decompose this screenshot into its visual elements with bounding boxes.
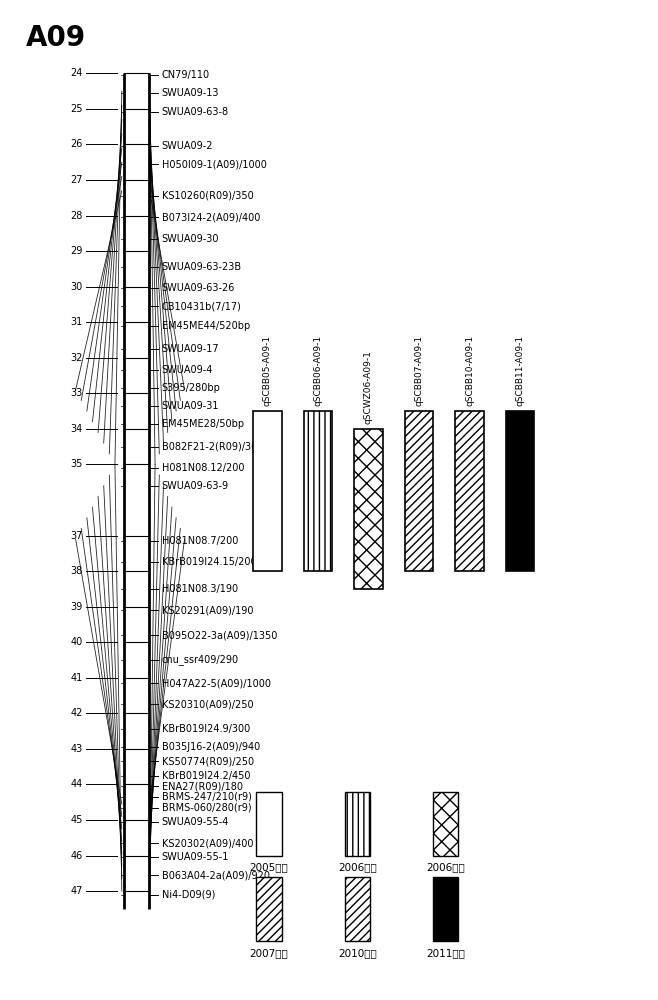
Text: H081N08.7/200: H081N08.7/200 [162,536,238,546]
Text: 45: 45 [70,815,83,825]
Text: SWUA09-63-9: SWUA09-63-9 [162,481,229,491]
Bar [354,429,383,589]
Text: 26: 26 [70,139,83,149]
Text: KS50774(R09)/250: KS50774(R09)/250 [162,756,254,766]
Text: SWUA09-63-8: SWUA09-63-8 [162,107,229,117]
Text: 33: 33 [70,388,83,398]
Text: H081N08.3/190: H081N08.3/190 [162,584,238,594]
Text: 32: 32 [70,353,83,363]
Bar [345,877,370,941]
Text: 2007北稍: 2007北稍 [249,948,288,958]
Text: 41: 41 [70,673,83,683]
Text: 24: 24 [70,68,83,78]
Text: cnu_ssr409/290: cnu_ssr409/290 [162,655,239,665]
Text: EM45ME44/520bp: EM45ME44/520bp [162,321,250,331]
Text: H047A22-5(A09)/1000: H047A22-5(A09)/1000 [162,678,270,688]
Text: KS10260(R09)/350: KS10260(R09)/350 [162,191,253,201]
Text: qSCBB07-A09-1: qSCBB07-A09-1 [415,335,424,406]
Text: 42: 42 [70,708,83,718]
Text: 2005北稍: 2005北稍 [249,863,288,873]
Text: CB10431b(7/17): CB10431b(7/17) [162,301,241,311]
Text: 2011北稍: 2011北稍 [426,948,465,958]
Text: qSCBB10-A09-1: qSCBB10-A09-1 [465,335,474,406]
Text: 34: 34 [70,424,83,434]
Text: SWUA09-30: SWUA09-30 [162,234,219,244]
Text: BRMS-060/280(r9): BRMS-060/280(r9) [162,803,251,813]
Text: KBrB019I24.2/450: KBrB019I24.2/450 [162,771,250,781]
Text: SWUA09-55-4: SWUA09-55-4 [162,817,229,827]
Text: B035J16-2(A09)/940: B035J16-2(A09)/940 [162,742,260,752]
Text: 2006北稍: 2006北稍 [338,863,377,873]
Text: SWUA09-17: SWUA09-17 [162,344,219,354]
Bar [304,411,332,571]
Text: 28: 28 [70,211,83,221]
Text: SWUA09-4: SWUA09-4 [162,365,213,375]
Text: 40: 40 [70,637,83,647]
Text: SWUA09-13: SWUA09-13 [162,88,219,98]
Text: qSCBB11-A09-1: qSCBB11-A09-1 [516,335,524,406]
Bar [405,411,433,571]
Text: 47: 47 [70,886,83,896]
Text: 38: 38 [70,566,83,576]
Text: KBrB019I24.15/200: KBrB019I24.15/200 [162,557,256,567]
Bar [345,792,370,856]
Text: KS20310(A09)/250: KS20310(A09)/250 [162,699,253,709]
Text: qSCBB06-A09-1: qSCBB06-A09-1 [313,335,322,406]
Bar [257,792,282,856]
Text: SWUA09-63-26: SWUA09-63-26 [162,283,235,293]
Text: A09: A09 [26,24,86,52]
Text: 44: 44 [70,779,83,789]
Text: 39: 39 [70,602,83,612]
Text: SWUA09-2: SWUA09-2 [162,141,213,151]
Text: CN79/110: CN79/110 [162,70,210,80]
Text: B063A04-2a(A09)/920: B063A04-2a(A09)/920 [162,870,270,880]
Text: B073I24-2(A09)/400: B073I24-2(A09)/400 [162,212,260,222]
Text: SWUA09-31: SWUA09-31 [162,401,219,411]
Text: 25: 25 [70,104,83,114]
Text: S395/280bp: S395/280bp [162,383,220,393]
Text: 37: 37 [70,531,83,541]
Bar [455,411,484,571]
Text: KS20302(A09)/400: KS20302(A09)/400 [162,838,253,848]
Bar [433,877,459,941]
Bar [257,877,282,941]
Text: 2006万州: 2006万州 [426,863,465,873]
Bar [433,792,459,856]
Text: B095O22-3a(A09)/1350: B095O22-3a(A09)/1350 [162,630,277,640]
Text: SWUA09-63-23B: SWUA09-63-23B [162,262,241,272]
Text: qSCBB05-A09-1: qSCBB05-A09-1 [263,335,272,406]
Text: 29: 29 [70,246,83,256]
Text: KBrB019I24.9/300: KBrB019I24.9/300 [162,724,250,734]
Text: H050I09-1(A09)/1000: H050I09-1(A09)/1000 [162,159,266,169]
Text: H081N08.12/200: H081N08.12/200 [162,463,244,473]
Text: BRMS-247/210(r9): BRMS-247/210(r9) [162,792,251,802]
Text: EM45ME28/50bp: EM45ME28/50bp [162,419,243,429]
Text: 31: 31 [70,317,83,327]
Text: B082F21-2(R09)/300: B082F21-2(R09)/300 [162,442,263,452]
Text: SWUA09-55-1: SWUA09-55-1 [162,852,229,862]
Text: 30: 30 [70,282,83,292]
Text: qSCWZ06-A09-1: qSCWZ06-A09-1 [364,350,373,424]
Text: 43: 43 [70,744,83,754]
Text: 46: 46 [70,851,83,861]
Text: ENA27(R09)/180: ENA27(R09)/180 [162,781,243,791]
Text: 35: 35 [70,459,83,469]
Bar [506,411,534,571]
Text: 27: 27 [70,175,83,185]
Text: Ni4-D09(9): Ni4-D09(9) [162,890,215,900]
Bar [253,411,282,571]
Text: KS20291(A09)/190: KS20291(A09)/190 [162,605,253,615]
Text: 2010北稍: 2010北稍 [338,948,377,958]
